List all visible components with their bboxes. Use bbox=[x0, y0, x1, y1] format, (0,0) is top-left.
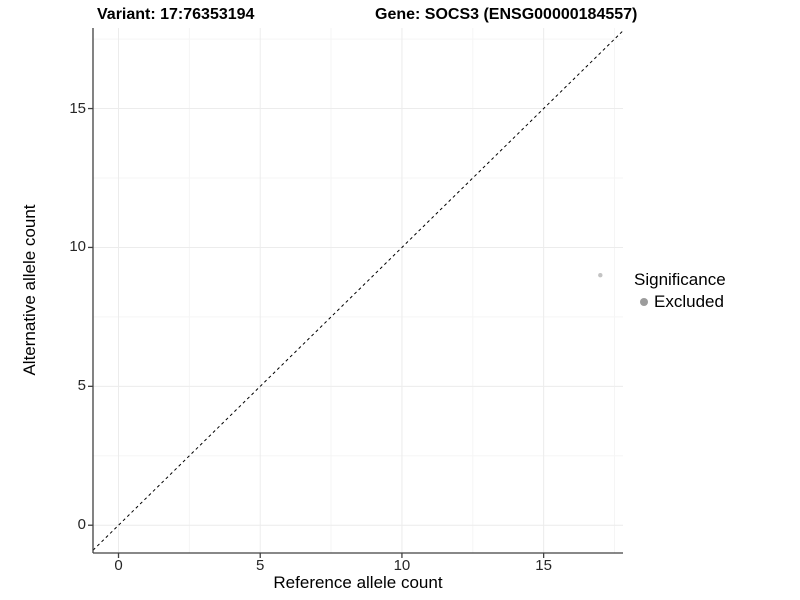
legend: Significance Excluded bbox=[634, 270, 726, 311]
y-tick-label: 0 bbox=[77, 516, 86, 534]
x-axis-title: Reference allele count bbox=[273, 573, 443, 592]
identity-dashed-line bbox=[92, 30, 624, 551]
x-tick-label: 5 bbox=[256, 557, 265, 574]
legend-item-label: Excluded bbox=[654, 292, 724, 311]
data-point bbox=[598, 273, 603, 278]
x-tick-label: 15 bbox=[535, 557, 552, 574]
plot-title-gene: Gene: SOCS3 (ENSG00000184557) bbox=[375, 6, 638, 23]
legend-key-dot-icon bbox=[640, 297, 648, 306]
y-tick-label: 15 bbox=[69, 99, 86, 117]
y-tick-label: 5 bbox=[77, 377, 86, 395]
x-tick-label: 10 bbox=[393, 557, 411, 574]
y-tick-label: 10 bbox=[69, 238, 86, 256]
x-tick-label: 0 bbox=[114, 557, 123, 574]
y-axis-title: Alternative allele count bbox=[20, 204, 39, 376]
legend-item-excluded: Excluded bbox=[634, 292, 726, 311]
legend-title: Significance bbox=[634, 270, 726, 289]
plot-title-variant: Variant: 17:76353194 bbox=[97, 6, 255, 23]
